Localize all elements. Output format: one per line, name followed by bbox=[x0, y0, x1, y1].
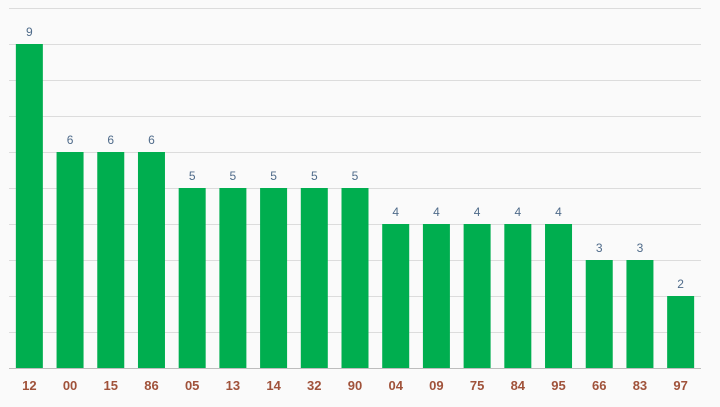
value-label-75: 4 bbox=[474, 205, 481, 219]
bar-13 bbox=[219, 188, 247, 368]
value-label-15: 6 bbox=[107, 133, 114, 147]
x-tick-label-66: 66 bbox=[592, 378, 606, 393]
bar-09 bbox=[422, 224, 450, 368]
value-label-00: 6 bbox=[67, 133, 74, 147]
x-tick-label-97: 97 bbox=[673, 378, 687, 393]
value-label-05: 5 bbox=[189, 169, 196, 183]
value-label-14: 5 bbox=[270, 169, 277, 183]
bar-75 bbox=[463, 224, 491, 368]
value-label-12: 9 bbox=[26, 25, 33, 39]
x-tick-label-95: 95 bbox=[551, 378, 565, 393]
value-labels: 9 6 6 6 5 5 5 5 5 4 4 4 4 4 3 3 2 bbox=[26, 25, 684, 291]
bar-00 bbox=[56, 152, 84, 368]
bar-15 bbox=[97, 152, 125, 368]
value-label-95: 4 bbox=[555, 205, 562, 219]
bar-05 bbox=[178, 188, 206, 368]
bar-97 bbox=[667, 296, 695, 368]
bar-32 bbox=[300, 188, 328, 368]
bar-86 bbox=[137, 152, 165, 368]
bars bbox=[15, 44, 695, 368]
value-label-09: 4 bbox=[433, 205, 440, 219]
x-tick-label-84: 84 bbox=[511, 378, 526, 393]
value-label-97: 2 bbox=[677, 277, 684, 291]
x-tick-label-83: 83 bbox=[633, 378, 647, 393]
bar-84 bbox=[504, 224, 532, 368]
x-tick-label-86: 86 bbox=[144, 378, 158, 393]
x-tick-label-12: 12 bbox=[22, 378, 36, 393]
x-tick-label-04: 04 bbox=[388, 378, 403, 393]
bar-66 bbox=[585, 260, 613, 368]
bar-83 bbox=[626, 260, 654, 368]
value-label-66: 3 bbox=[596, 241, 603, 255]
x-tick-label-05: 05 bbox=[185, 378, 199, 393]
bar-90 bbox=[341, 188, 369, 368]
x-tick-label-15: 15 bbox=[104, 378, 118, 393]
value-label-83: 3 bbox=[637, 241, 644, 255]
x-tick-label-14: 14 bbox=[266, 378, 281, 393]
value-label-32: 5 bbox=[311, 169, 318, 183]
x-tick-label-13: 13 bbox=[226, 378, 240, 393]
x-tick-label-32: 32 bbox=[307, 378, 321, 393]
bar-04 bbox=[382, 224, 410, 368]
bar-95 bbox=[545, 224, 573, 368]
value-label-86: 6 bbox=[148, 133, 155, 147]
x-axis-labels: 12 00 15 86 05 13 14 32 90 04 09 75 84 95 66 83 97 bbox=[22, 378, 688, 393]
value-label-90: 5 bbox=[352, 169, 359, 183]
value-label-04: 4 bbox=[392, 205, 399, 219]
bar-12 bbox=[15, 44, 43, 368]
value-label-84: 4 bbox=[514, 205, 521, 219]
x-tick-label-00: 00 bbox=[63, 378, 77, 393]
value-label-13: 5 bbox=[230, 169, 237, 183]
bar-14 bbox=[260, 188, 288, 368]
x-tick-label-75: 75 bbox=[470, 378, 484, 393]
x-tick-label-90: 90 bbox=[348, 378, 362, 393]
x-tick-label-09: 09 bbox=[429, 378, 443, 393]
